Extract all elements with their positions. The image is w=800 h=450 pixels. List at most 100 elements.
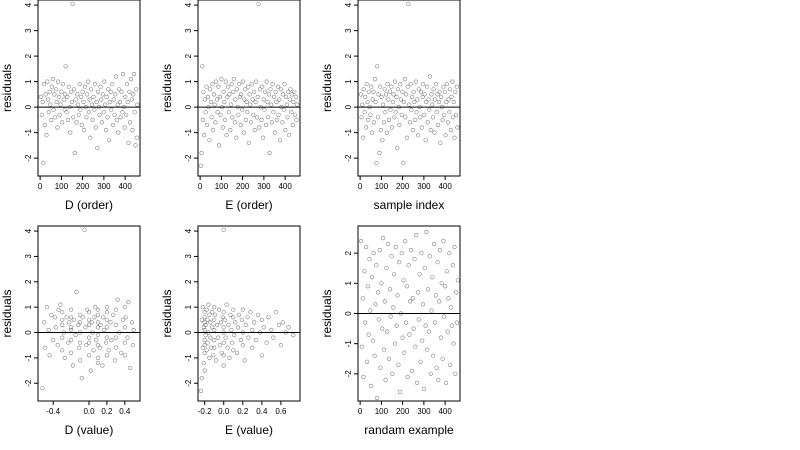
data-point <box>364 82 369 87</box>
x-tick-label: 0 <box>358 407 363 416</box>
data-point <box>117 87 122 92</box>
plot-frame <box>37 225 141 402</box>
data-point <box>238 338 243 343</box>
data-point <box>420 338 425 343</box>
x-tick-label: 400 <box>438 407 452 416</box>
data-point <box>385 82 390 87</box>
data-point <box>422 266 427 271</box>
data-point <box>95 333 100 338</box>
data-point <box>255 94 260 99</box>
data-point <box>425 84 430 89</box>
data-points <box>358 229 461 401</box>
x-tick-label: 0 <box>198 182 203 191</box>
data-point <box>368 308 373 313</box>
data-point <box>423 138 428 143</box>
data-point <box>238 122 243 128</box>
data-point <box>74 120 79 125</box>
data-point <box>370 338 376 343</box>
data-point <box>198 388 203 394</box>
data-point <box>45 79 50 84</box>
data-point <box>215 335 221 340</box>
data-point <box>408 82 413 87</box>
data-point <box>250 345 255 350</box>
data-point <box>231 89 236 94</box>
data-point <box>416 317 421 322</box>
data-point <box>231 76 236 82</box>
plot-frame <box>197 0 301 177</box>
data-point <box>402 76 407 82</box>
data-point <box>58 102 63 107</box>
data-point <box>212 327 217 333</box>
data-point <box>421 82 426 87</box>
data-point <box>75 102 81 107</box>
data-point <box>99 97 104 102</box>
data-point <box>221 325 226 330</box>
data-point <box>249 120 254 125</box>
data-point <box>97 112 102 117</box>
x-tick-label: 400 <box>278 182 292 191</box>
data-point <box>271 110 276 115</box>
data-point <box>65 117 71 122</box>
data-point <box>403 320 409 325</box>
x-tick-label: 400 <box>118 182 132 191</box>
data-point <box>240 79 245 84</box>
data-point <box>293 94 298 99</box>
data-point <box>397 122 402 128</box>
data-point <box>274 310 279 315</box>
data-point <box>53 87 59 92</box>
data-point <box>411 89 416 94</box>
data-point <box>430 102 435 107</box>
data-point <box>123 94 128 99</box>
y-tick-label: 0 <box>24 104 33 109</box>
data-point <box>103 128 109 133</box>
data-point <box>256 1 261 6</box>
data-point <box>407 332 412 337</box>
data-point <box>234 87 239 92</box>
data-point <box>214 97 219 102</box>
data-point <box>87 97 92 102</box>
data-point <box>284 102 289 107</box>
data-point <box>128 76 133 82</box>
data-point <box>415 380 420 386</box>
data-point <box>41 161 46 166</box>
data-point <box>130 343 135 348</box>
data-point <box>41 82 47 87</box>
data-point <box>381 102 386 107</box>
data-point <box>43 92 48 97</box>
data-point <box>80 315 85 320</box>
data-point <box>427 74 433 79</box>
data-point <box>230 115 235 120</box>
data-point <box>56 94 62 99</box>
panel-1: 0 100 200 300 400 -2 -1 0 1 2 3 4 D (order) residuals <box>0 0 141 212</box>
data-point <box>60 82 66 87</box>
data-point <box>440 117 445 122</box>
data-point <box>119 89 124 94</box>
data-point <box>91 94 96 99</box>
data-point <box>410 94 415 99</box>
data-point <box>79 122 84 128</box>
data-point <box>44 305 50 310</box>
data-point <box>432 130 437 135</box>
data-point <box>442 314 447 319</box>
data-point <box>394 323 399 328</box>
data-point <box>259 317 265 322</box>
y-tick-label: 4 <box>184 228 193 233</box>
data-point <box>82 84 88 89</box>
x-axis-label: E (order) <box>225 198 272 212</box>
data-point <box>448 362 453 367</box>
data-point <box>408 299 413 304</box>
data-point <box>84 115 89 120</box>
data-point <box>213 312 218 317</box>
data-point <box>372 353 377 358</box>
x-axis-label: D (value) <box>65 423 114 437</box>
y-tick-label: 0 <box>344 311 353 316</box>
data-point <box>89 320 94 325</box>
y-tick-label: 0 <box>344 104 353 109</box>
data-point <box>219 350 224 355</box>
data-point <box>429 92 434 97</box>
data-point <box>40 386 45 391</box>
data-point <box>269 102 274 107</box>
data-point <box>453 112 459 117</box>
data-point <box>395 145 400 150</box>
data-point <box>407 102 412 107</box>
